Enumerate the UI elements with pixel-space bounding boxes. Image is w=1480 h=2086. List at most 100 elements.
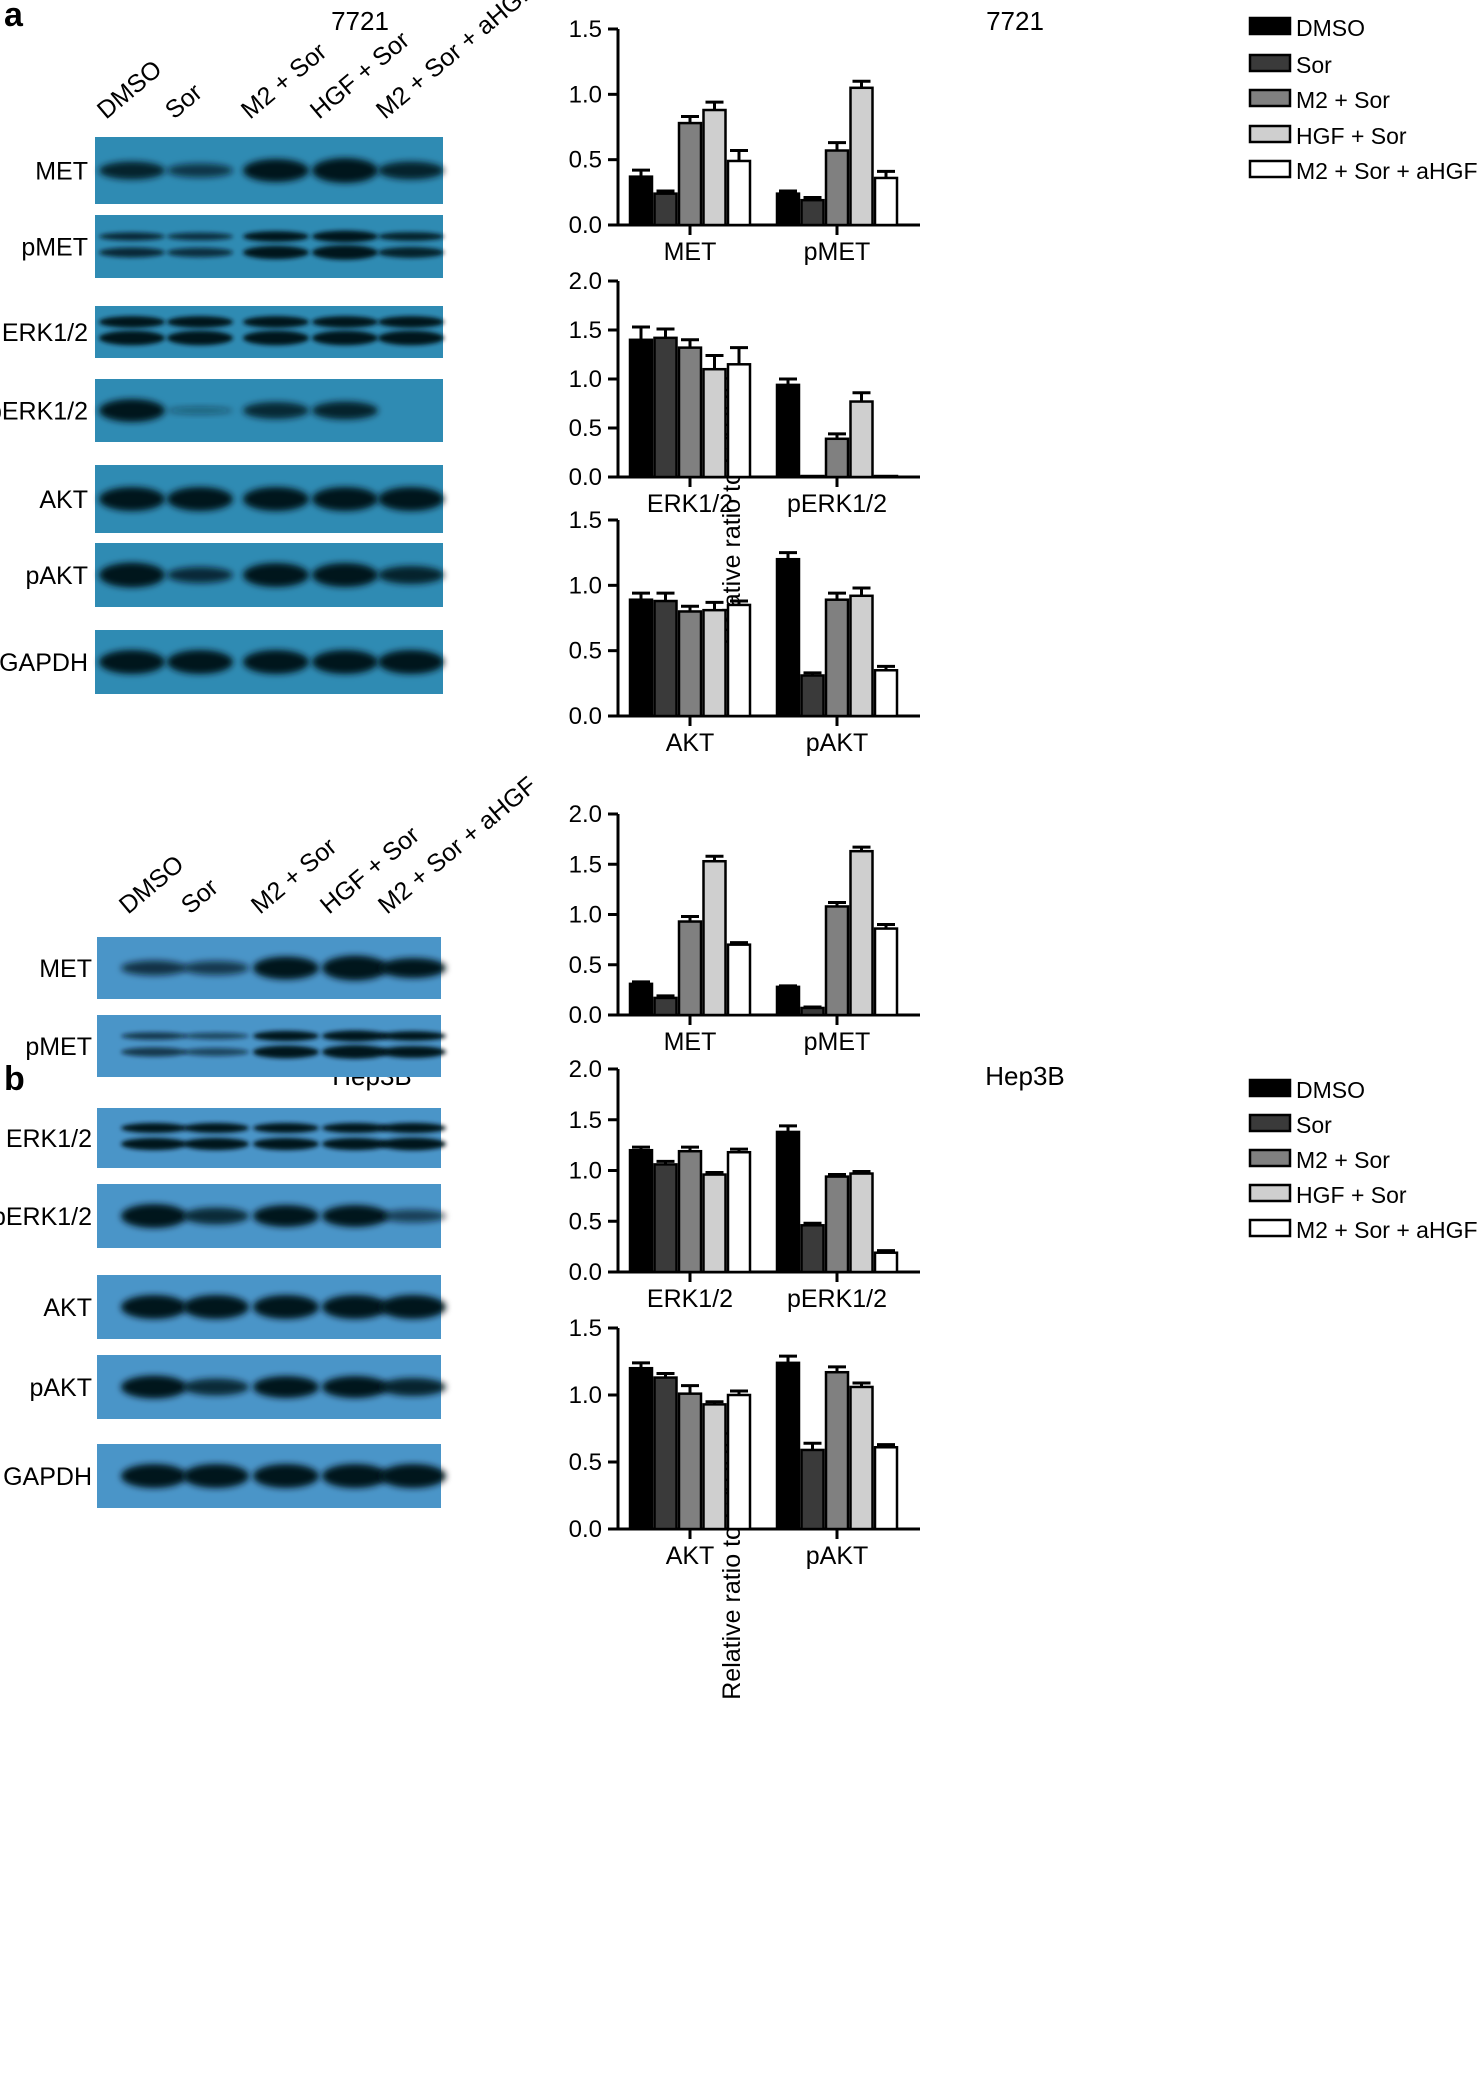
bar <box>849 1172 874 1274</box>
bar <box>702 1173 727 1274</box>
blot-band <box>167 406 233 415</box>
blot-band <box>378 232 444 241</box>
blot-band <box>322 1464 388 1488</box>
y-tick-label: 1.5 <box>569 1315 602 1342</box>
bar <box>824 149 850 227</box>
y-tick-label: 1.5 <box>569 16 602 43</box>
x-tick-label: pAKT <box>806 1542 869 1570</box>
bar <box>653 192 678 227</box>
blot-band <box>121 1204 187 1228</box>
y-tick-label: 2.0 <box>569 268 602 295</box>
bar <box>677 920 703 1017</box>
bar <box>726 363 752 479</box>
bar <box>800 674 825 718</box>
blot-band <box>183 1123 249 1133</box>
bar <box>775 383 801 479</box>
legend-b-label-4: M2 + Sor + aHGF <box>1296 1217 1478 1243</box>
panel-b-letter: b <box>4 1060 25 1098</box>
blot-band <box>183 1207 249 1225</box>
bar <box>702 367 727 479</box>
bar <box>726 603 752 718</box>
y-tick-label: 0.0 <box>569 464 602 491</box>
y-tick-label: 0.5 <box>569 147 602 174</box>
y-tick-label: 1.5 <box>569 851 602 878</box>
bar <box>873 927 899 1017</box>
panel-a-lane-header-1: Sor <box>160 78 208 124</box>
blot-row-label: MET <box>35 158 88 186</box>
blot-band <box>167 567 233 583</box>
legend-b-swatch-1 <box>1248 1113 1292 1133</box>
blot-band <box>253 956 319 980</box>
blot-membrane <box>97 1015 441 1077</box>
legend-b-label-0: DMSO <box>1296 1077 1365 1103</box>
blot-band <box>322 1376 388 1398</box>
panel-b-chart-title: Hep3B <box>985 1061 1065 1091</box>
bar <box>800 1224 825 1274</box>
blot-band <box>167 247 233 258</box>
bar <box>677 610 703 718</box>
bar <box>824 598 850 718</box>
legend-a-label-2: M2 + Sor <box>1296 87 1390 113</box>
blot-band <box>183 1295 249 1319</box>
bar <box>628 598 654 718</box>
y-tick-label: 0.0 <box>569 703 602 730</box>
panel-b-lane-header-1: Sor <box>176 873 224 919</box>
blot-band <box>121 1137 187 1151</box>
y-tick-label: 1.0 <box>569 81 602 108</box>
blot-band <box>99 487 165 511</box>
legend-b-swatch-3 <box>1248 1183 1292 1203</box>
panel-a-legend: DMSO Sor M2 + Sor HGF + Sor M2 + Sor + a… <box>1248 15 1478 184</box>
x-tick-label: ERK1/2 <box>647 1285 733 1313</box>
blot-band <box>253 1137 319 1151</box>
blot-row-label: AKT <box>39 486 88 514</box>
bar <box>849 400 874 479</box>
bar <box>873 176 899 227</box>
y-tick-label: 1.5 <box>569 507 602 534</box>
blot-row: pMET <box>25 1015 446 1077</box>
blot-band <box>99 161 165 180</box>
blot-band <box>380 1209 446 1223</box>
blot-band <box>380 1464 446 1488</box>
bar <box>800 1448 825 1531</box>
blot-band <box>312 330 378 346</box>
blot-band <box>99 650 165 674</box>
blot-row-label: pAKT <box>29 1374 92 1402</box>
y-tick-label: 0.5 <box>569 415 602 442</box>
bar <box>726 159 752 227</box>
blot-band <box>378 247 444 258</box>
y-tick-label: 1.0 <box>569 366 602 393</box>
legend-a-label-0: DMSO <box>1296 15 1365 41</box>
bar <box>775 192 801 227</box>
bar <box>873 474 899 479</box>
blot-band <box>380 1137 446 1151</box>
blot-row-label: AKT <box>43 1294 92 1322</box>
chart-a-akt-pakt: 0.0 0.5 1.0 1.5 AKT pAKT <box>569 507 920 757</box>
chart-b-met-pmet: 0.0 0.5 1.0 1.5 2.0 MET pMET <box>569 801 920 1056</box>
x-tick-label: pAKT <box>806 729 869 757</box>
blot-band <box>167 330 233 346</box>
bar <box>775 985 801 1017</box>
blot-band <box>183 1378 249 1396</box>
blot-band <box>380 958 446 978</box>
legend-a-swatch-4 <box>1248 159 1292 179</box>
blot-band <box>99 247 165 258</box>
blot-band <box>253 1123 319 1133</box>
blot-band <box>322 1030 388 1042</box>
blot-band <box>312 401 378 420</box>
blot-band <box>322 1137 388 1151</box>
bar <box>800 198 825 227</box>
bar <box>849 86 874 227</box>
blot-band <box>167 487 233 511</box>
bar <box>726 943 752 1017</box>
x-tick-label: ERK1/2 <box>647 490 733 518</box>
blot-row: pERK1/2 <box>0 1184 446 1248</box>
x-tick-label: pMET <box>804 1028 871 1056</box>
blot-band <box>253 1030 319 1042</box>
blot-band <box>99 562 165 588</box>
panel-a-chart-title: 7721 <box>986 6 1044 36</box>
blot-band <box>167 316 233 328</box>
bar-charts: 0.0 0.5 1.0 1.5 MET pMET 0.0 0.5 1.0 1.5 2.0 ERK1/2… <box>569 16 920 1570</box>
chart-a-met-pmet: 0.0 0.5 1.0 1.5 MET pMET <box>569 16 920 266</box>
blot-band <box>322 1205 388 1227</box>
